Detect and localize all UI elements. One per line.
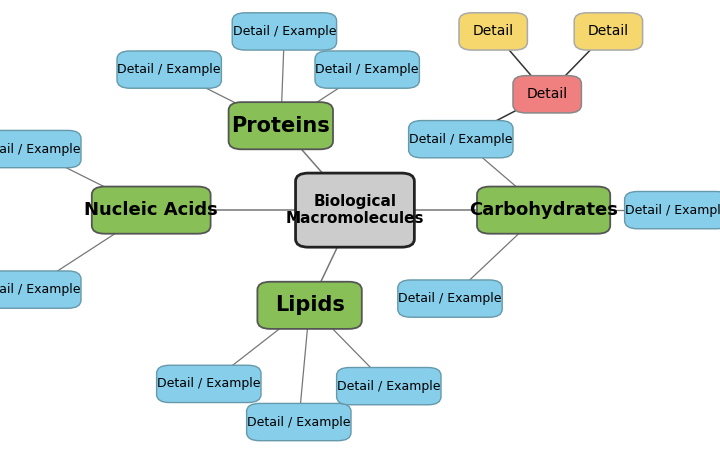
FancyBboxPatch shape bbox=[232, 13, 337, 50]
FancyBboxPatch shape bbox=[296, 173, 415, 247]
FancyBboxPatch shape bbox=[0, 271, 81, 308]
FancyBboxPatch shape bbox=[477, 187, 610, 233]
Text: Nucleic Acids: Nucleic Acids bbox=[84, 201, 218, 219]
FancyBboxPatch shape bbox=[92, 187, 210, 233]
Text: Detail / Example: Detail / Example bbox=[0, 283, 81, 296]
Text: Detail: Detail bbox=[588, 24, 629, 39]
FancyBboxPatch shape bbox=[315, 51, 419, 88]
FancyBboxPatch shape bbox=[0, 131, 81, 167]
Text: Biological
Macromolecules: Biological Macromolecules bbox=[286, 194, 424, 226]
FancyBboxPatch shape bbox=[513, 75, 582, 113]
Text: Detail / Example: Detail / Example bbox=[157, 378, 261, 390]
Text: Detail / Example: Detail / Example bbox=[233, 25, 336, 38]
FancyBboxPatch shape bbox=[459, 13, 527, 50]
FancyBboxPatch shape bbox=[337, 367, 441, 405]
Text: Lipids: Lipids bbox=[274, 295, 345, 315]
Text: Detail / Example: Detail / Example bbox=[625, 204, 720, 216]
FancyBboxPatch shape bbox=[624, 191, 720, 229]
Text: Detail / Example: Detail / Example bbox=[315, 63, 419, 76]
Text: Detail / Example: Detail / Example bbox=[0, 143, 81, 155]
Text: Detail / Example: Detail / Example bbox=[337, 380, 441, 392]
Text: Detail / Example: Detail / Example bbox=[398, 292, 502, 305]
FancyBboxPatch shape bbox=[258, 282, 361, 329]
FancyBboxPatch shape bbox=[575, 13, 643, 50]
Text: Detail / Example: Detail / Example bbox=[117, 63, 221, 76]
Text: Detail / Example: Detail / Example bbox=[247, 416, 351, 428]
FancyBboxPatch shape bbox=[246, 404, 351, 441]
FancyBboxPatch shape bbox=[156, 365, 261, 403]
Text: Carbohydrates: Carbohydrates bbox=[469, 201, 618, 219]
FancyBboxPatch shape bbox=[229, 102, 333, 149]
Text: Proteins: Proteins bbox=[231, 116, 330, 136]
Text: Detail: Detail bbox=[472, 24, 514, 39]
Text: Detail: Detail bbox=[526, 87, 568, 101]
Text: Detail / Example: Detail / Example bbox=[409, 133, 513, 145]
FancyBboxPatch shape bbox=[397, 280, 503, 317]
FancyBboxPatch shape bbox=[117, 51, 222, 88]
FancyBboxPatch shape bbox=[409, 121, 513, 158]
